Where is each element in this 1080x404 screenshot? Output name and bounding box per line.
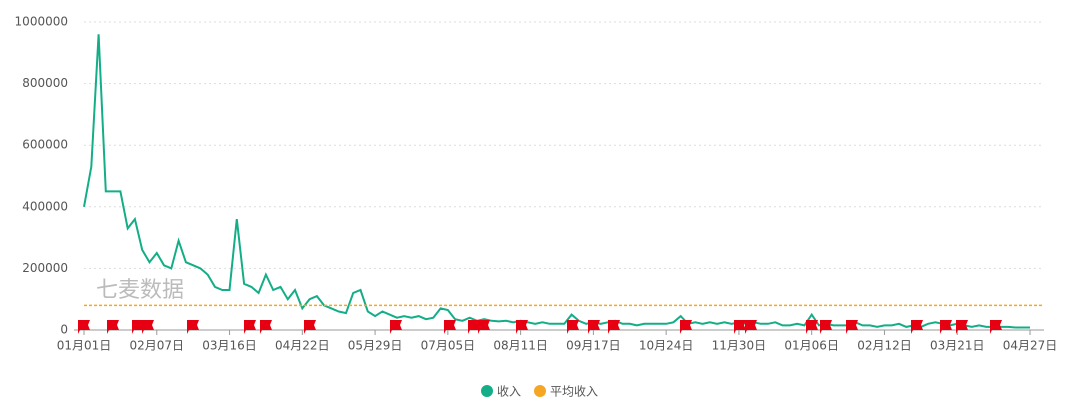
- x-tick-label: 10月24日: [639, 339, 694, 353]
- x-tick-label: 03月16日: [202, 339, 257, 353]
- x-tick-label: 01月01日: [57, 339, 112, 353]
- x-tick-label: 08月11日: [493, 339, 548, 353]
- x-tick-label: 05月29日: [348, 339, 403, 353]
- event-flag: [567, 320, 579, 334]
- event-flag: [956, 320, 968, 334]
- watermark: 七麦数据: [96, 278, 184, 303]
- event-flag: [911, 320, 923, 334]
- y-tick-label: 400000: [22, 199, 68, 213]
- event-flag: [260, 320, 272, 334]
- event-flag: [680, 320, 692, 334]
- event-flag: [107, 320, 119, 334]
- legend-marker: [534, 385, 546, 397]
- event-flag: [468, 320, 480, 334]
- event-flag: [608, 320, 620, 334]
- legend-label: 平均收入: [550, 385, 598, 399]
- x-tick-label: 03月21日: [930, 339, 985, 353]
- x-tick-label: 11月30日: [712, 339, 767, 353]
- x-tick-label: 07月05日: [421, 339, 476, 353]
- event-flag: [142, 320, 154, 334]
- x-tick-label: 02月07日: [129, 339, 184, 353]
- y-tick-label: 200000: [22, 261, 68, 275]
- x-tick-label: 04月22日: [275, 339, 330, 353]
- x-tick-label: 02月12日: [857, 339, 912, 353]
- event-flag: [588, 320, 600, 334]
- event-flag: [304, 320, 316, 334]
- event-flag: [846, 320, 858, 334]
- event-flag: [734, 320, 746, 334]
- x-tick-label: 09月17日: [566, 339, 621, 353]
- event-flag: [940, 320, 952, 334]
- y-tick-label: 0: [60, 323, 68, 337]
- event-flag: [444, 320, 456, 334]
- event-flag: [390, 320, 402, 334]
- event-flag: [745, 320, 757, 334]
- y-tick-label: 600000: [22, 138, 68, 152]
- event-flag: [187, 320, 199, 334]
- event-flag: [990, 320, 1002, 334]
- x-tick-label: 04月27日: [1003, 339, 1058, 353]
- legend-marker: [481, 385, 493, 397]
- event-flag: [806, 320, 818, 334]
- event-flag: [244, 320, 256, 334]
- data-line: [83, 34, 1030, 329]
- x-tick-label: 01月06日: [784, 339, 839, 353]
- event-flag: [132, 320, 144, 334]
- y-tick-label: 1000000: [15, 15, 68, 29]
- event-flag: [820, 320, 832, 334]
- event-flag: [478, 320, 490, 334]
- y-tick-label: 800000: [22, 76, 68, 90]
- event-flag: [78, 320, 90, 334]
- legend-label: 收入: [497, 385, 521, 399]
- event-flag: [516, 320, 528, 334]
